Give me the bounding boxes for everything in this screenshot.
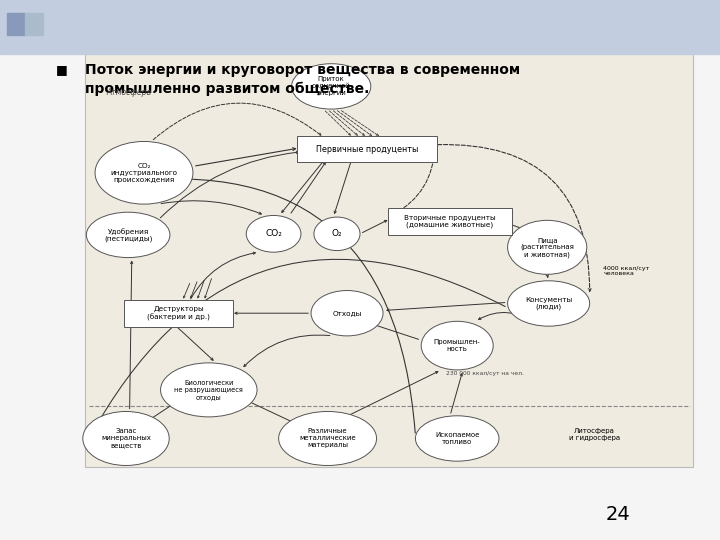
Ellipse shape [314,217,360,251]
Text: Промышлен-
ность: Промышлен- ность [434,339,480,352]
Text: CO₂: CO₂ [265,230,282,238]
Text: Атмосфера: Атмосфера [107,88,152,97]
Text: Приток
солнечной
энергии: Приток солнечной энергии [312,76,351,97]
Ellipse shape [415,416,499,461]
Text: Консументы
(люди): Консументы (люди) [525,297,572,310]
Text: 4000 ккал/сут
человека: 4000 ккал/сут человека [603,266,649,276]
Text: Пища
(растительная
и животная): Пища (растительная и животная) [521,237,574,258]
Text: Различные
металлические
материалы: Различные металлические материалы [300,428,356,449]
Text: Биологически
не разрушающиеся
отходы: Биологически не разрушающиеся отходы [174,380,243,400]
Text: Литосфера
и гидросфера: Литосфера и гидросфера [569,428,620,442]
Text: Ископаемое
топливо: Ископаемое топливо [435,432,480,445]
Ellipse shape [86,212,170,258]
Text: 230 000 ккал/сут на чел.: 230 000 ккал/сут на чел. [446,371,524,376]
Ellipse shape [95,141,193,204]
Ellipse shape [421,321,493,370]
FancyBboxPatch shape [389,207,511,235]
Text: ■: ■ [56,63,68,76]
Text: Вторичные продуценты
(домашние животные): Вторичные продуценты (домашние животные) [404,215,496,228]
FancyBboxPatch shape [124,300,233,327]
Ellipse shape [83,411,169,465]
Ellipse shape [279,411,377,465]
Text: Запас
минеральных
веществ: Запас минеральных веществ [101,428,151,449]
Text: Деструкторы
(бактерии и др.): Деструкторы (бактерии и др.) [147,306,210,321]
Ellipse shape [311,291,383,336]
Ellipse shape [508,281,590,326]
Text: Поток энергии и круговорот вещества в современном
промышленно развитом обществе.: Поток энергии и круговорот вещества в со… [85,63,520,96]
Text: Удобрения
(пестициды): Удобрения (пестициды) [104,228,153,242]
FancyBboxPatch shape [85,40,693,467]
Ellipse shape [246,215,301,252]
Text: Первичные продуценты: Первичные продуценты [316,145,418,153]
Ellipse shape [161,363,257,417]
Ellipse shape [292,64,371,109]
Text: 24: 24 [606,505,630,524]
Text: CO₂
индустриального
происхождения: CO₂ индустриального происхождения [110,163,178,183]
Text: Отходы: Отходы [333,310,361,316]
Ellipse shape [508,220,587,274]
Text: O₂: O₂ [332,230,342,238]
FancyBboxPatch shape [297,136,437,162]
